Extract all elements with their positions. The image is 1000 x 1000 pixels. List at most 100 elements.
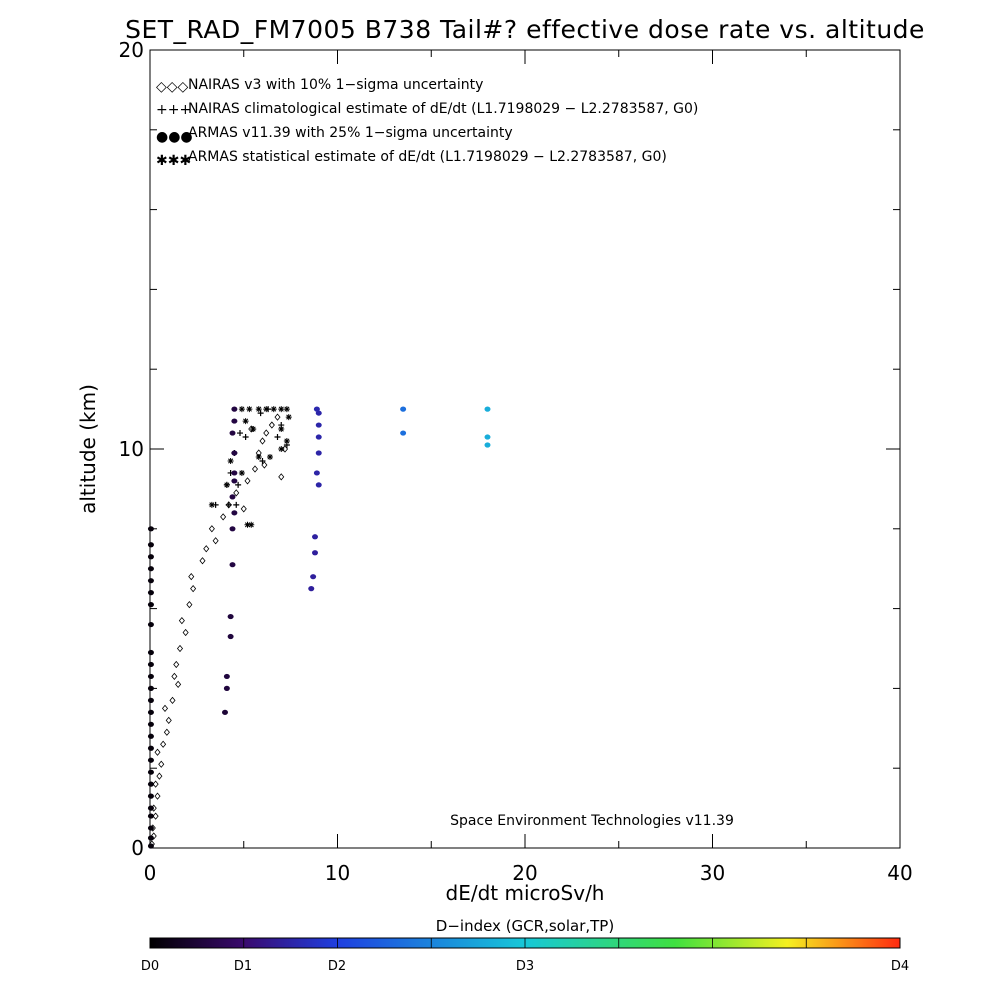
armas-point xyxy=(231,406,238,412)
armas-point xyxy=(222,709,228,715)
y-axis-ticks: 0 10 20 xyxy=(119,38,900,860)
armas-point xyxy=(147,685,154,692)
armas-stat-point xyxy=(255,406,262,413)
armas-point xyxy=(484,406,491,412)
armas-point xyxy=(231,450,238,456)
armas-point xyxy=(315,482,322,488)
armas-point xyxy=(310,574,317,580)
y-tick-label: 0 xyxy=(131,836,144,860)
armas-point xyxy=(147,649,154,656)
nairas-v3-point xyxy=(190,585,197,593)
nairas-v3-point xyxy=(186,600,193,609)
armas-point xyxy=(227,613,234,620)
armas-point xyxy=(147,621,154,628)
nairas-v3-point xyxy=(263,429,270,437)
armas-stat-point xyxy=(250,426,257,433)
armas-point xyxy=(147,835,154,841)
nairas-v3-point xyxy=(199,557,206,565)
armas-stat-point xyxy=(283,406,290,413)
nairas-v3-point xyxy=(278,473,285,481)
nairas-v3-point xyxy=(154,748,161,756)
legend-symbol-armas: ●●● xyxy=(156,129,193,145)
armas-stat-point xyxy=(238,406,245,413)
armas-point xyxy=(313,406,320,412)
armas-point xyxy=(231,478,238,484)
armas-point xyxy=(313,470,320,476)
nairas-clim-point xyxy=(225,501,232,508)
armas-point xyxy=(147,673,154,680)
armas-point xyxy=(315,410,322,416)
armas-point xyxy=(147,566,154,572)
armas-point xyxy=(229,526,236,532)
series-dot xyxy=(147,406,491,849)
nairas-v3-point xyxy=(233,489,240,497)
nairas-clim-point xyxy=(259,457,266,464)
y-tick-label: 20 xyxy=(119,38,144,62)
armas-point xyxy=(147,757,154,763)
legend-symbol-armas-stat: ✱✱✱ xyxy=(156,153,191,169)
armas-point xyxy=(147,733,154,739)
nairas-v3-point xyxy=(169,696,176,704)
armas-point xyxy=(147,745,154,751)
armas-point xyxy=(147,781,154,787)
colorbar-label: D0 xyxy=(141,959,159,974)
armas-point xyxy=(147,709,154,715)
armas-point xyxy=(147,793,154,799)
nairas-v3-point xyxy=(240,505,247,513)
series-plus xyxy=(212,406,290,508)
chart-title: SET_RAD_FM7005 B738 Tail#? effective dos… xyxy=(125,15,925,44)
armas-point xyxy=(231,510,238,516)
armas-point xyxy=(147,805,154,811)
armas-point xyxy=(147,526,154,532)
x-tick-label: 10 xyxy=(325,861,350,885)
nairas-v3-point xyxy=(259,437,266,445)
series-asterisk xyxy=(208,406,292,528)
armas-stat-point xyxy=(278,446,285,452)
armas-stat-point xyxy=(285,414,292,421)
armas-stat-point xyxy=(242,418,249,425)
nairas-v3-point xyxy=(152,812,159,820)
armas-stat-point xyxy=(227,457,234,464)
nairas-v3-point xyxy=(251,465,259,473)
armas-point xyxy=(147,769,154,775)
nairas-v3-point xyxy=(268,421,275,429)
nairas-clim-point xyxy=(237,430,243,437)
armas-stat-point xyxy=(270,406,277,413)
armas-stat-point xyxy=(267,453,273,460)
credit-text: Space Environment Technologies v11.39 xyxy=(450,813,734,829)
nairas-v3-point xyxy=(188,573,195,581)
armas-point xyxy=(147,542,154,548)
armas-stat-point xyxy=(246,406,253,413)
armas-point xyxy=(147,602,154,608)
colorbar-label: D2 xyxy=(328,959,346,974)
legend: ◇◇◇ NAIRAS v3 with 10% 1−sigma uncertain… xyxy=(156,77,698,169)
x-tick-label: 20 xyxy=(512,861,537,885)
nairas-v3-point xyxy=(175,680,182,689)
armas-stat-point xyxy=(263,406,270,413)
legend-symbol-nairas-clim: +++ xyxy=(156,102,191,118)
armas-point xyxy=(229,562,236,568)
armas-point xyxy=(315,450,322,456)
armas-point xyxy=(147,843,154,849)
armas-point xyxy=(147,590,154,596)
armas-point xyxy=(484,434,491,440)
nairas-v3-point xyxy=(176,644,184,653)
armas-point xyxy=(229,494,236,500)
armas-stat-point xyxy=(278,426,285,433)
armas-point xyxy=(229,430,236,436)
nairas-v3-point xyxy=(171,672,178,681)
armas-stat-point xyxy=(248,521,255,528)
nairas-clim-point xyxy=(235,481,242,488)
armas-point xyxy=(312,550,318,556)
armas-point xyxy=(147,578,154,584)
nairas-clim-point xyxy=(242,434,249,441)
legend-label-armas: ARMAS v11.39 with 25% 1−sigma uncertaint… xyxy=(188,125,513,141)
colorbar-label: D4 xyxy=(891,959,909,974)
nairas-v3-point xyxy=(173,660,180,669)
armas-point xyxy=(400,430,407,436)
nairas-v3-point xyxy=(161,704,169,712)
armas-point xyxy=(231,418,238,424)
legend-label-nairas-v3: NAIRAS v3 with 10% 1−sigma uncertainty xyxy=(188,77,483,93)
nairas-clim-point xyxy=(274,434,281,441)
